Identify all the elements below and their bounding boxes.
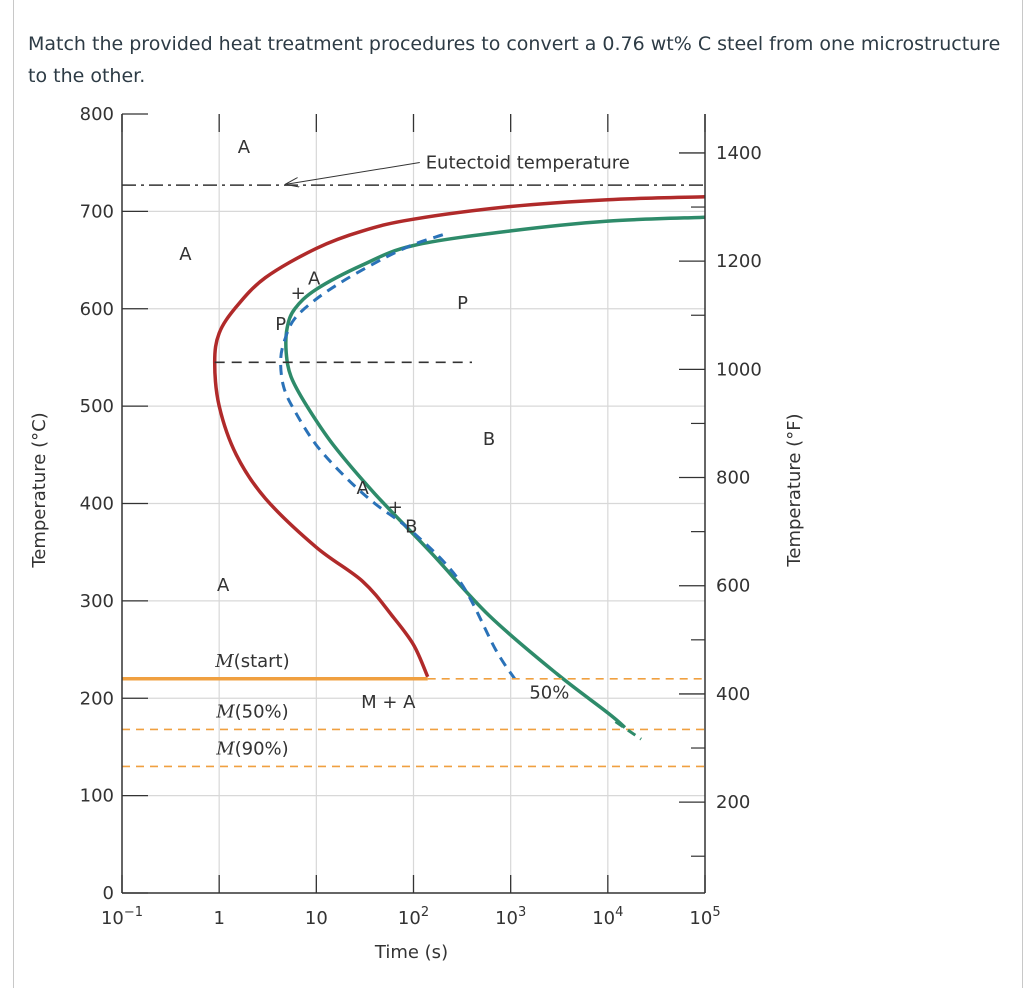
- y-tick-label: 700: [80, 201, 114, 222]
- annotation-b: B: [405, 517, 417, 538]
- annotation-: +: [388, 497, 403, 518]
- question-text: Match the provided heat treatment proced…: [28, 33, 1001, 87]
- annotation-p: P: [275, 314, 286, 335]
- annotation-a: A: [357, 478, 370, 499]
- y-tick-label: 500: [80, 396, 114, 417]
- y-tick-label: 300: [80, 591, 114, 612]
- annotation-m-a: M + A: [361, 692, 416, 713]
- eutectoid-leader-arrow: [287, 162, 420, 185]
- annotation-a: A: [217, 575, 230, 596]
- annotation-a: A: [308, 268, 321, 289]
- x-tick-label: 10−1: [101, 905, 143, 929]
- y2-tick-label: 1000: [716, 359, 762, 380]
- y2-tick-label: 200: [716, 792, 750, 813]
- annotation-b: B: [483, 429, 495, 450]
- annotation-eutectoid-temperature: Eutectoid temperature: [426, 153, 630, 174]
- martensite-label: M(90%): [215, 739, 288, 760]
- content-frame: [13, 0, 1023, 988]
- martensite-label: M(50%): [215, 702, 288, 723]
- y-tick-label: 800: [80, 104, 114, 125]
- y2-tick-label: 600: [716, 576, 750, 597]
- y2-tick-label: 400: [716, 684, 750, 705]
- x-axis-title: Time (s): [374, 942, 448, 963]
- x-tick-label: 1: [213, 908, 224, 929]
- y-tick-label: 200: [80, 688, 114, 709]
- series-50-transformation-curve: [279, 233, 516, 680]
- annotation-: +: [291, 283, 306, 304]
- x-tick-label: 10: [305, 908, 328, 929]
- x-tick-label: 105: [689, 905, 720, 929]
- series-group: [122, 184, 706, 768]
- series-transformation-finish-curve: [284, 215, 706, 729]
- y-axis-title: Temperature (°C): [29, 412, 50, 568]
- x-tick-label: 103: [495, 905, 526, 929]
- x-tick-label: 104: [592, 905, 623, 929]
- x-tick-label: 102: [398, 905, 429, 929]
- annotation-50: 50%: [529, 682, 569, 703]
- martensite-label: M(start): [214, 651, 289, 672]
- y-tick-label: 600: [80, 299, 114, 320]
- y-tick-label: 0: [103, 883, 114, 904]
- annotation-a: A: [179, 244, 192, 265]
- y2-axis-title: Temperature (°F): [784, 413, 805, 567]
- grid: [122, 114, 705, 893]
- annotation-a: A: [238, 137, 251, 158]
- axes: 10−1 1 10 102 103 104 105 0 100 200 300 400 500 600 70…: [29, 104, 805, 963]
- y-tick-label: 400: [80, 494, 114, 515]
- y2-tick-label: 1200: [716, 251, 762, 272]
- y2-tick-label: 1400: [716, 143, 762, 164]
- series-transformation-start-curve: [212, 195, 706, 678]
- finish-curve-tail: [614, 720, 642, 741]
- annotation-p: P: [457, 293, 468, 314]
- y-tick-label: 100: [80, 786, 114, 807]
- y2-tick-label: 800: [716, 468, 750, 489]
